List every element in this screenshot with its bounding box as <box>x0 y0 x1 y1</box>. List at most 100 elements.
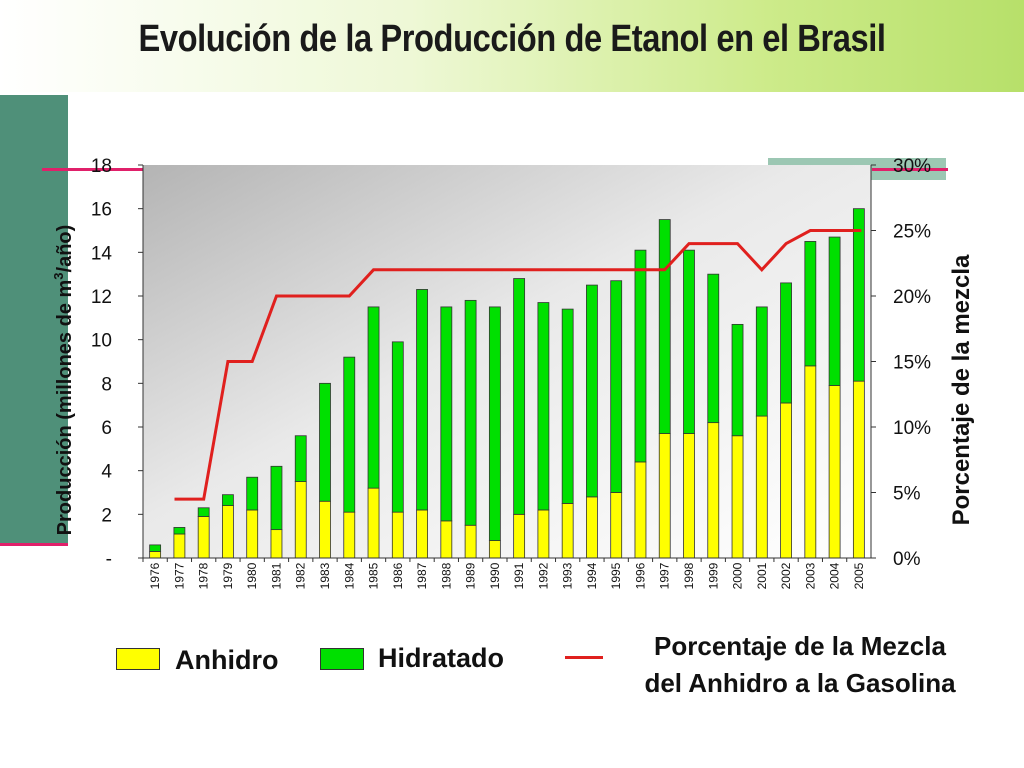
x-tick-1988: 1988 <box>439 562 453 589</box>
x-tick-1986: 1986 <box>391 562 405 589</box>
legend-label-hidratado: Hidratado <box>378 643 505 673</box>
title-banner <box>0 0 1024 92</box>
bar-anhidro-2002 <box>780 402 792 559</box>
x-tick-1991: 1991 <box>512 562 526 589</box>
bar-hidratado-1984 <box>343 356 356 513</box>
bar-anhidro-1996 <box>634 461 647 559</box>
x-tick-1999: 1999 <box>706 562 720 589</box>
bar-anhidro-1987 <box>416 509 428 559</box>
x-tick-1977: 1977 <box>172 562 186 589</box>
bar-hidratado-2005 <box>852 208 865 382</box>
bar-hidratado-1992 <box>537 302 550 511</box>
accent-line-right <box>872 168 948 171</box>
bar-anhidro-1997 <box>658 433 671 559</box>
bar-anhidro-2003 <box>804 365 817 559</box>
bar-anhidro-1977 <box>173 533 186 559</box>
bar-anhidro-1986 <box>391 511 404 559</box>
x-tick-1996: 1996 <box>633 562 647 589</box>
x-tick-1981: 1981 <box>269 562 283 589</box>
x-tick-1995: 1995 <box>609 562 623 589</box>
bar-anhidro-1980 <box>246 509 259 559</box>
y-left-tick-5: 10 <box>91 331 112 352</box>
bar-hidratado-1985 <box>367 306 380 489</box>
bar-hidratado-2003 <box>804 241 817 367</box>
y-left-tick-0: - <box>106 549 112 570</box>
legend-swatch-anhidro <box>116 648 160 670</box>
y-right-tick-4: 20% <box>893 287 931 308</box>
y-right-tick-5: 25% <box>893 222 931 243</box>
bar-hidratado-2000 <box>731 323 744 437</box>
bar-hidratado-1993 <box>561 308 574 504</box>
bar-hidratado-1991 <box>513 278 526 515</box>
y-axis-left-label: Producción (millones de m3/año) <box>51 224 76 536</box>
bar-hidratado-1994 <box>586 284 598 498</box>
x-tick-1992: 1992 <box>536 562 550 589</box>
bar-hidratado-1986 <box>391 341 404 513</box>
bars-layer <box>149 208 865 559</box>
y-left-tick-3: 6 <box>101 418 112 439</box>
y-left-tick-1: 2 <box>101 505 112 526</box>
bar-hidratado-1996 <box>634 249 647 463</box>
bar-anhidro-1989 <box>464 524 477 559</box>
y-right-tick-2: 10% <box>893 418 931 439</box>
x-tick-1979: 1979 <box>221 562 235 589</box>
line-layer <box>174 229 862 501</box>
bar-anhidro-1999 <box>707 422 720 559</box>
bar-hidratado-2004 <box>828 236 841 386</box>
bar-hidratado-1999 <box>707 273 720 424</box>
bar-anhidro-2005 <box>852 380 865 559</box>
bar-anhidro-1982 <box>294 481 307 559</box>
bar-anhidro-1988 <box>440 520 453 559</box>
bar-hidratado-1976 <box>149 544 162 552</box>
y-right-tick-0: 0% <box>893 549 921 570</box>
bar-anhidro-2004 <box>828 385 841 559</box>
accent-line-left <box>42 168 147 171</box>
bar-anhidro-1981 <box>270 529 283 559</box>
x-tick-1993: 1993 <box>561 562 575 589</box>
bar-hidratado-1988 <box>440 306 453 522</box>
bar-hidratado-2002 <box>780 282 792 404</box>
x-tick-2003: 2003 <box>803 562 817 589</box>
x-tick-1983: 1983 <box>318 562 332 589</box>
y-right-tick-6: 30% <box>893 156 931 177</box>
x-tick-1984: 1984 <box>342 562 356 589</box>
legend-label-anhidro: Anhidro <box>175 645 279 675</box>
x-tick-2004: 2004 <box>828 562 842 589</box>
bar-anhidro-1985 <box>367 487 380 559</box>
legend-swatch-hidratado <box>320 648 364 670</box>
legend-label-mezcla: Porcentaje de la Mezcla del Anhidro a la… <box>644 631 956 698</box>
bar-anhidro-1991 <box>513 513 526 559</box>
ticks-layer: 1976 1977 1978 1979 1980 1981 1982 1983 1984 1985… <box>91 156 931 589</box>
bar-anhidro-1979 <box>222 505 234 559</box>
x-tick-1976: 1976 <box>148 562 162 589</box>
x-tick-1980: 1980 <box>245 562 259 589</box>
bar-anhidro-1993 <box>561 503 574 559</box>
bar-anhidro-1976 <box>149 551 162 559</box>
legend-line-mezcla <box>565 656 603 659</box>
bar-hidratado-1987 <box>416 289 428 511</box>
x-tick-2000: 2000 <box>731 562 745 589</box>
accent-line-bottom <box>0 543 68 546</box>
bar-anhidro-1992 <box>537 509 550 559</box>
bar-hidratado-1990 <box>488 306 501 541</box>
x-tick-1994: 1994 <box>585 562 599 589</box>
bar-hidratado-1977 <box>173 527 186 535</box>
x-tick-1982: 1982 <box>294 562 308 589</box>
bar-hidratado-1998 <box>683 249 695 434</box>
bar-anhidro-2000 <box>731 435 744 559</box>
x-tick-2005: 2005 <box>852 562 866 589</box>
bar-anhidro-2001 <box>755 415 768 559</box>
bar-anhidro-1983 <box>319 500 331 559</box>
x-tick-1985: 1985 <box>367 562 381 589</box>
x-tick-1989: 1989 <box>464 562 478 589</box>
y-axis-right-label: Porcentaje de la mezcla <box>948 254 975 526</box>
y-right-tick-1: 5% <box>893 484 921 505</box>
x-tick-2001: 2001 <box>755 562 769 589</box>
bar-hidratado-1981 <box>270 465 283 531</box>
bar-hidratado-1979 <box>222 494 234 506</box>
x-tick-1990: 1990 <box>488 562 502 589</box>
bar-hidratado-1997 <box>658 219 671 434</box>
y-left-tick-6: 12 <box>91 287 112 308</box>
bar-anhidro-1978 <box>197 516 210 559</box>
